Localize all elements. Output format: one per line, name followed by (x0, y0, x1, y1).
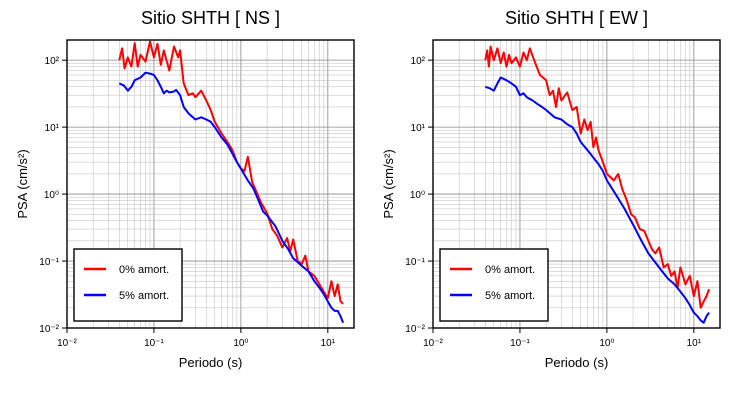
x-tick-label: 10⁰ (233, 338, 248, 349)
series-line-damped (484, 76, 710, 324)
y-tick-label: 10⁰ (44, 190, 59, 201)
x-tick-label: 10⁰ (599, 338, 614, 349)
y-tick-label: 10⁰ (410, 190, 425, 201)
legend-label-damped: 5% amort. (485, 290, 535, 302)
series-line-undamped (118, 40, 344, 305)
legend-label-damped: 5% amort. (119, 290, 169, 302)
y-tick-label: 10¹ (45, 123, 60, 134)
plot-frame (432, 39, 721, 329)
legend-box (439, 248, 549, 322)
x-tick-label: 10⁻² (423, 338, 443, 349)
x-tick-label: 10¹ (321, 338, 336, 349)
y-tick-label: 10² (45, 56, 60, 67)
y-tick-label: 10⁻² (39, 324, 59, 335)
x-axis-label: Periodo (s) (179, 355, 243, 370)
series-line-damped (118, 71, 345, 324)
y-tick-label: 10² (411, 56, 426, 67)
y-tick-label: 10⁻¹ (405, 257, 425, 268)
legend-box (73, 248, 183, 322)
plot-frame (66, 39, 355, 329)
panel-1: 10⁻² 10⁻¹ 10⁰ 10¹ 10⁻² 10⁻¹ 10⁰ 10¹ 10² Sitio SHT… (15, 8, 355, 370)
x-tick-label: 10⁻¹ (510, 338, 530, 349)
legend-label-undamped: 0% amort. (485, 264, 535, 276)
panel-2: 10⁻² 10⁻¹ 10⁰ 10¹ 10⁻² 10⁻¹ 10⁰ 10¹ 10² Sitio SHT… (381, 8, 721, 370)
chart-title: Sitio SHTH [ NS ] (141, 8, 280, 28)
y-tick-label: 10⁻¹ (39, 257, 59, 268)
x-tick-label: 10⁻¹ (144, 338, 164, 349)
y-axis-label: PSA (cm/s²) (381, 149, 396, 218)
y-tick-label: 10¹ (411, 123, 426, 134)
x-tick-label: 10¹ (687, 338, 702, 349)
y-tick-label: 10⁻² (405, 324, 425, 335)
x-tick-label: 10⁻² (57, 338, 77, 349)
legend: 0% amort. 5% amort. (73, 248, 183, 322)
x-axis-label: Periodo (s) (545, 355, 609, 370)
legend: 0% amort. 5% amort. (439, 248, 549, 322)
y-axis-label: PSA (cm/s²) (15, 149, 30, 218)
legend-label-undamped: 0% amort. (119, 264, 169, 276)
chart-title: Sitio SHTH [ EW ] (505, 8, 648, 28)
series-line-undamped (484, 45, 711, 309)
